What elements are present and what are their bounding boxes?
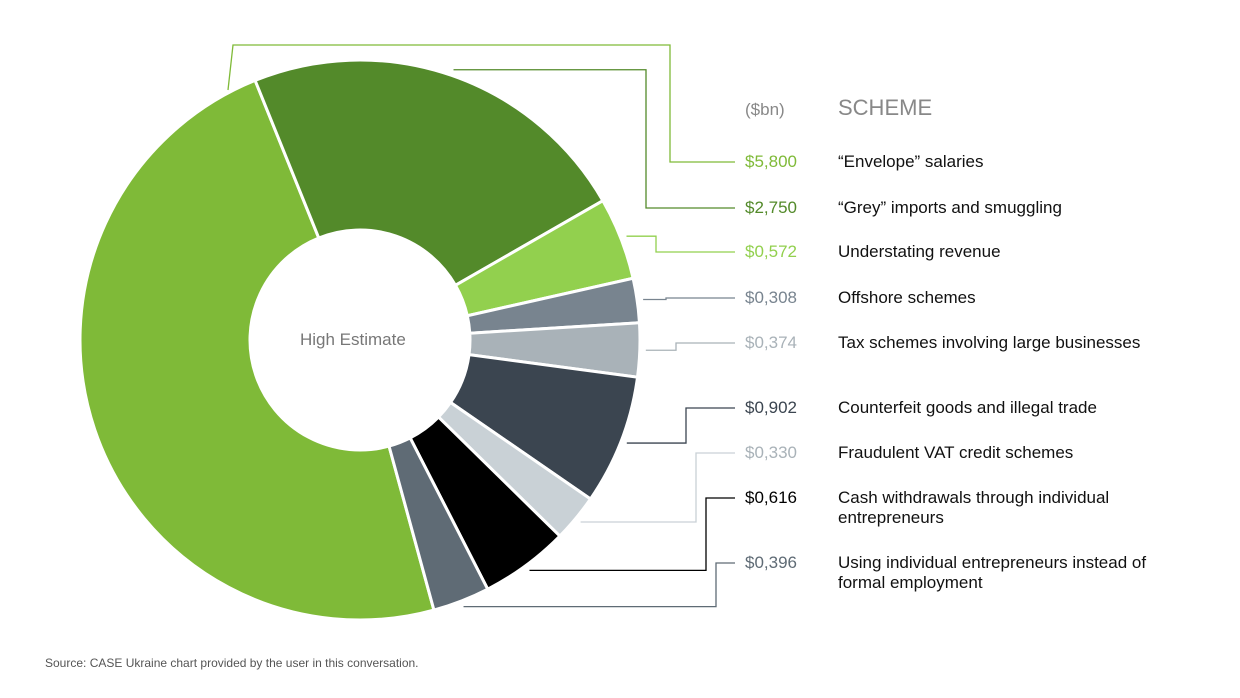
value-label: $5,800 — [745, 152, 797, 171]
slice — [387, 435, 490, 612]
leader-line — [529, 497, 735, 572]
value-label: $0,308 — [745, 288, 797, 307]
slice — [78, 78, 436, 622]
category-label: Cash withdrawals through individual entr… — [838, 488, 1110, 527]
value-header: ($bn) — [745, 100, 785, 119]
category-header: SCHEME — [838, 95, 933, 120]
leader-line — [645, 342, 735, 351]
value-label: $0,330 — [745, 443, 797, 462]
leader-line — [227, 44, 735, 163]
leader-line — [626, 407, 735, 444]
value-label: $0,616 — [745, 488, 797, 507]
category-label: Using individual entrepreneurs instead o… — [838, 553, 1147, 592]
value-label: $0,374 — [745, 333, 797, 352]
category-label: Understating revenue — [838, 242, 1001, 261]
leader-line — [580, 452, 735, 523]
value-label: $2,750 — [745, 198, 797, 217]
slice — [253, 58, 605, 288]
leader-line — [626, 235, 735, 253]
leader-line — [643, 297, 735, 301]
source: Source: CASE Ukraine chart provided by t… — [45, 656, 419, 670]
category-label: Tax schemes involving large businesses — [838, 333, 1141, 352]
center-label: High Estimate — [300, 330, 406, 349]
category-label: Fraudulent VAT credit schemes — [838, 443, 1074, 462]
category-label: Counterfeit goods and illegal trade — [838, 398, 1097, 417]
category-label: Offshore schemes — [838, 288, 976, 307]
leader-line — [453, 69, 735, 209]
leader-line — [463, 562, 735, 608]
value-label: $0,396 — [745, 553, 797, 572]
category-label: “Envelope” salaries — [838, 152, 984, 171]
value-label: $0,572 — [745, 242, 797, 261]
value-label: $0,902 — [745, 398, 797, 417]
category-label: “Grey” imports and smuggling — [838, 198, 1062, 217]
